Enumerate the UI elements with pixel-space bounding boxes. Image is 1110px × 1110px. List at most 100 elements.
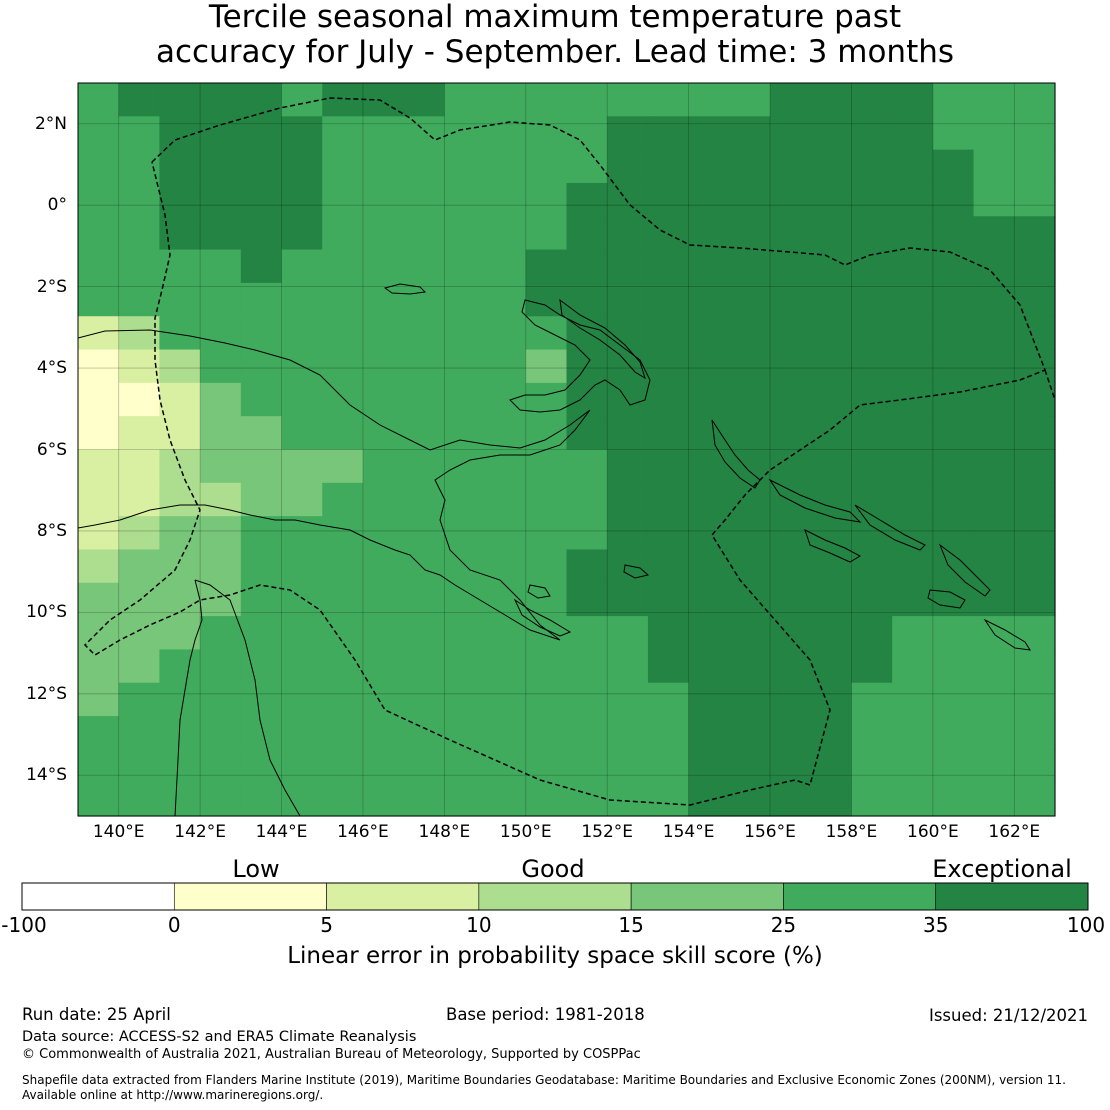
grid-cell — [118, 716, 161, 750]
grid-cell — [729, 716, 771, 750]
grid-cell — [647, 182, 690, 217]
grid-cell — [281, 182, 323, 217]
grid-cell — [281, 749, 323, 784]
grid-cell — [118, 649, 161, 684]
eez-boundaries — [83, 97, 1056, 806]
grid-cell — [362, 316, 405, 351]
grid-cell — [607, 749, 649, 784]
x-tick-label: 148°E — [418, 822, 471, 842]
grid-cell — [647, 83, 690, 117]
coastline-manus — [383, 283, 427, 295]
grid-cell — [444, 616, 486, 651]
grid-cell — [892, 549, 934, 584]
grid-cell — [892, 682, 934, 717]
grid-cell — [647, 282, 690, 317]
grid-cell — [159, 149, 201, 184]
grid-cell — [810, 316, 853, 351]
issued-date: Issued: 21/12/2021 — [928, 1006, 1088, 1025]
grid-cell — [770, 316, 812, 351]
grid-cell — [159, 549, 201, 584]
grid-cell — [932, 449, 975, 484]
colorbar-tick-label: 100 — [1066, 913, 1106, 937]
grid-cell — [810, 282, 853, 317]
colorbar — [21, 882, 1089, 911]
grid-cell — [281, 249, 323, 284]
grid-cell — [688, 382, 730, 417]
run-date: Run date: 25 April — [22, 1005, 171, 1024]
grid-cell — [647, 249, 690, 284]
grid-cell — [281, 116, 323, 151]
y-tick-label: 4°S — [36, 358, 67, 379]
grid-cell — [607, 382, 649, 417]
grid-cell — [770, 782, 812, 817]
grid-cell — [240, 482, 283, 517]
grid-cell — [362, 282, 405, 317]
grid-cell — [322, 316, 364, 351]
grid-cell — [403, 216, 445, 251]
grid-cell — [566, 482, 608, 517]
grid-cell — [1014, 749, 1056, 784]
grid-cell — [322, 516, 364, 551]
grid-cell — [444, 116, 486, 151]
grid-cell — [566, 682, 608, 717]
grid-cell — [485, 349, 527, 384]
grid-cell — [892, 83, 934, 117]
grid-cell — [688, 582, 730, 617]
grid-cell — [810, 416, 853, 451]
grid-cell — [240, 682, 283, 717]
grid-cell — [362, 449, 405, 484]
grid-cell — [932, 216, 975, 251]
grid-cell — [1014, 482, 1056, 517]
grid-cell — [851, 682, 893, 717]
grid-cell — [973, 782, 1015, 817]
grid-cell — [485, 216, 527, 251]
grid-cell — [444, 416, 486, 451]
grid-cell — [362, 616, 405, 651]
x-tick-label: 160°E — [907, 822, 959, 842]
grid-cell — [485, 716, 527, 750]
category-exceptional: Exceptional — [932, 855, 1072, 883]
grid-cell — [322, 616, 364, 651]
colorbar-bin — [630, 882, 784, 911]
grid-cell — [525, 482, 568, 517]
grid-cell — [322, 83, 364, 117]
grid-cell — [973, 449, 1015, 484]
grid-cell — [810, 516, 853, 551]
grid-cell — [729, 649, 771, 684]
grid-cell — [485, 149, 527, 184]
grid-cell — [973, 116, 1015, 151]
grid-cell — [932, 149, 975, 184]
grid-cell — [159, 349, 201, 384]
grid-cell — [485, 83, 527, 117]
grid-cell — [770, 516, 812, 551]
grid-cell — [770, 382, 812, 417]
y-tick-label: 0° — [47, 195, 67, 216]
grid-cell — [240, 649, 283, 684]
grid-cell — [240, 349, 283, 384]
coastline-new-britain — [509, 299, 651, 413]
grid-cell — [322, 416, 364, 451]
grid-cell — [200, 682, 242, 717]
colorbar-tick-label: 35 — [922, 913, 949, 937]
x-tick-label: 146°E — [337, 822, 389, 842]
grid-cell — [1014, 516, 1056, 551]
colorbar-bin — [326, 882, 480, 911]
grid-cell — [525, 516, 568, 551]
grid-cell — [240, 749, 283, 784]
grid-cell — [159, 382, 201, 417]
shapefile-credit-1: Shapefile data extracted from Flanders M… — [22, 1073, 1066, 1087]
grid-cell — [525, 782, 568, 817]
grid-cell — [810, 449, 853, 484]
grid-cell — [729, 416, 771, 451]
grid-cell — [403, 83, 445, 117]
grid-cell — [485, 549, 527, 584]
grid-cell — [647, 416, 690, 451]
grid-cell — [566, 416, 608, 451]
grid-cell — [566, 83, 608, 117]
grid-cell — [485, 482, 527, 517]
grid-cell — [851, 782, 893, 817]
grid-cell — [647, 216, 690, 251]
grid-cell — [78, 116, 120, 151]
grid-cell — [403, 482, 445, 517]
grid-cell — [1014, 116, 1056, 151]
